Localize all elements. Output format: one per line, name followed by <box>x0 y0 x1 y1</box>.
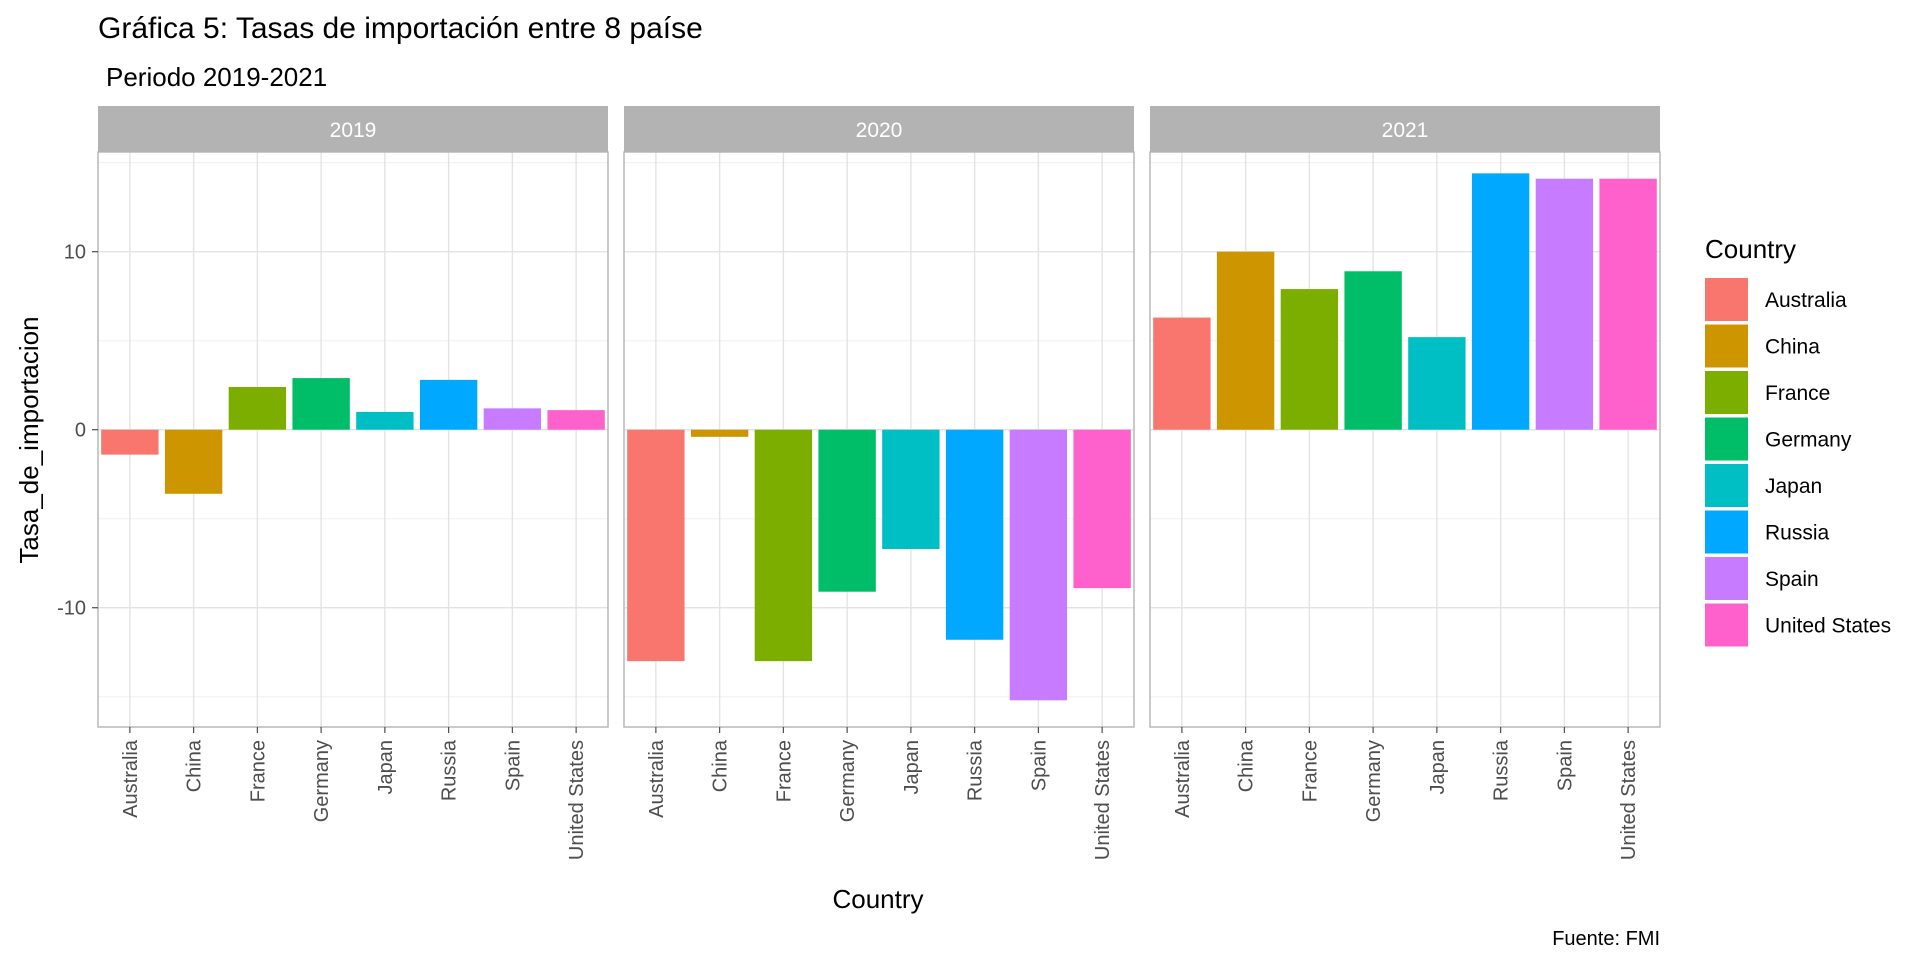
bar-2019-russia <box>419 379 478 430</box>
legend-label: Germany <box>1765 429 1852 452</box>
x-tick-label: Japan <box>375 740 397 795</box>
bar-2019-germany <box>292 378 350 430</box>
facet-strip <box>1150 106 1660 152</box>
legend-label: France <box>1765 382 1830 405</box>
facet-strip <box>98 106 608 152</box>
x-tick-label: France <box>773 740 795 802</box>
bar-2021-france <box>1280 289 1339 430</box>
legend-label: China <box>1765 336 1820 359</box>
x-tick-label: France <box>1299 740 1321 802</box>
x-tick-label: Russia <box>439 739 461 801</box>
bar-2020-japan <box>882 429 940 549</box>
facet-panel-2021: 2021 Australia China France Germany Japan Russ… <box>1149 106 1661 860</box>
x-tick-label: Spain <box>502 740 524 791</box>
x-tick-label: China <box>1236 739 1258 792</box>
x-tick-label: Japan <box>1427 740 1449 795</box>
x-tick-label: Germany <box>311 740 333 822</box>
bar-2021-spain <box>1535 178 1594 430</box>
legend-label: United States <box>1765 615 1891 638</box>
y-tick-label: -10 <box>57 598 86 620</box>
bar-2020-united-states <box>1073 429 1131 589</box>
facet-panel-2020: 2020 Australia China France Germany Japan Russ… <box>623 106 1135 860</box>
facet-panels: 2019 Australia China France Germany Japan Russ… <box>97 106 1661 860</box>
facet-strip <box>624 106 1134 152</box>
legend-label: Australia <box>1765 289 1847 312</box>
x-tick-label: Spain <box>1028 740 1050 791</box>
facet-strip-label: 2020 <box>856 119 903 142</box>
bar-2020-germany <box>818 429 876 592</box>
x-tick-label: Australia <box>120 739 142 818</box>
chart-caption: Fuente: FMI <box>1552 928 1660 950</box>
bar-2021-china <box>1216 251 1275 430</box>
legend-key-china <box>1705 324 1748 368</box>
bar-2019-united-states <box>547 410 605 430</box>
x-tick-label: China <box>710 739 732 792</box>
chart-title: Gráfica 5: Tasas de importación entre 8 … <box>98 12 703 45</box>
legend-key-australia <box>1705 278 1748 321</box>
x-tick-label: United States <box>1618 740 1640 860</box>
x-tick-label: United States <box>1092 740 1114 860</box>
bar-2020-china <box>690 429 749 437</box>
bar-2021-australia <box>1153 317 1211 430</box>
legend-label: Russia <box>1765 522 1830 545</box>
facet-strip-label: 2021 <box>1382 119 1429 142</box>
x-tick-label: Australia <box>1172 739 1194 818</box>
x-tick-label: United States <box>566 740 588 860</box>
x-tick-label: France <box>247 740 269 802</box>
legend-key-russia <box>1705 510 1748 554</box>
legend-key-france <box>1705 371 1748 414</box>
bar-2020-australia <box>627 429 685 662</box>
y-tick-label: 0 <box>75 420 86 442</box>
bar-2021-russia <box>1471 173 1530 430</box>
bar-2021-germany <box>1344 271 1402 430</box>
x-tick-label: Spain <box>1554 740 1576 791</box>
legend-label: Japan <box>1765 475 1822 498</box>
panel-border <box>97 151 609 728</box>
bar-2019-japan <box>356 411 414 430</box>
x-tick-label: Australia <box>646 739 668 818</box>
facet-strip-label: 2019 <box>330 119 377 142</box>
x-axis-title: Country <box>832 884 923 914</box>
bar-2021-united-states <box>1599 178 1657 430</box>
x-tick-label: China <box>184 739 206 792</box>
legend-key-japan <box>1705 464 1748 507</box>
y-axis-title: Tasa_de_importacion <box>14 316 44 563</box>
chart-subtitle: Periodo 2019-2021 <box>106 62 327 92</box>
y-tick-label: 10 <box>64 242 86 264</box>
bar-2019-spain <box>483 408 542 430</box>
bar-2020-france <box>754 429 813 662</box>
bar-2020-russia <box>945 429 1004 640</box>
y-axis: 10 0 -10 <box>57 242 98 620</box>
x-tick-label: Germany <box>837 740 859 822</box>
legend-label: Spain <box>1765 568 1819 591</box>
legend-title: Country <box>1705 234 1796 264</box>
legend: Country Australia China France Germany Japan… <box>1705 234 1891 647</box>
bar-2019-china <box>164 429 223 494</box>
x-tick-label: Russia <box>1491 739 1513 801</box>
legend-key-germany <box>1705 417 1748 461</box>
panel-border <box>623 151 1135 728</box>
x-tick-label: Japan <box>901 740 923 795</box>
bar-2019-france <box>228 386 287 430</box>
facet-panel-2019: 2019 Australia China France Germany Japan Russ… <box>97 106 609 860</box>
legend-key-united-states <box>1705 603 1748 647</box>
bar-2020-spain <box>1009 429 1068 701</box>
legend-key-spain <box>1705 557 1748 600</box>
x-tick-label: Russia <box>965 739 987 801</box>
panel-border <box>1149 151 1661 728</box>
x-tick-label: Germany <box>1363 740 1385 822</box>
bar-2019-australia <box>101 429 159 455</box>
bar-2021-japan <box>1408 337 1466 430</box>
